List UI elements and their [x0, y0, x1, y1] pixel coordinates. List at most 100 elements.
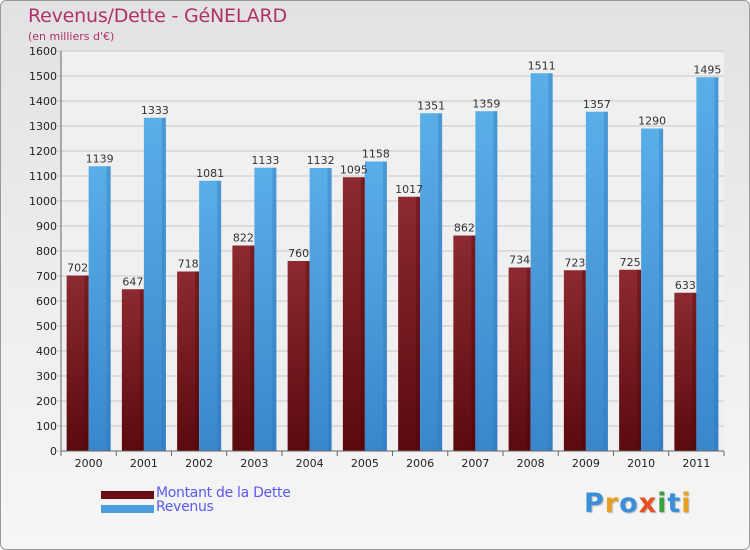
data-label-debt: 702	[67, 262, 88, 275]
bar-debt	[398, 196, 421, 451]
logo-letter: P	[584, 488, 605, 519]
data-label-debt: 725	[620, 256, 641, 269]
y-tick-label: 400	[36, 345, 57, 358]
legend-swatch-revenue	[101, 505, 154, 513]
y-tick-label: 1600	[29, 45, 57, 58]
bar-revenue	[309, 168, 332, 451]
x-tick-label: 2011	[682, 457, 710, 470]
y-tick-label: 1200	[29, 145, 57, 158]
bar-revenue	[530, 73, 553, 451]
chart-title: Revenus/Dette - GéNELARD	[28, 5, 287, 27]
bar-debt	[453, 235, 476, 451]
data-label-debt: 633	[675, 279, 696, 292]
data-label-debt: 760	[288, 247, 309, 260]
axes: 0 100 200 300 400 500 600 700 800 900 1000 1100 1200…	[29, 45, 725, 470]
data-label-debt: 647	[122, 275, 143, 288]
bar-revenue	[143, 117, 166, 451]
y-tick-label: 300	[36, 370, 57, 383]
bar-debt	[232, 245, 255, 451]
bar-shade	[493, 111, 498, 451]
x-tick-label: 2007	[461, 457, 489, 470]
data-label-revenue: 1351	[417, 99, 445, 112]
data-label-debt: 1095	[340, 163, 368, 176]
bar-revenue	[696, 77, 719, 451]
logo-letter: o	[619, 488, 639, 519]
data-label-revenue: 1359	[472, 97, 500, 110]
data-label-revenue: 1511	[528, 59, 556, 72]
x-tick-label: 2000	[75, 457, 103, 470]
y-tick-label: 1300	[29, 120, 57, 133]
bar-shade	[360, 177, 365, 451]
logo-letter: i	[681, 488, 692, 519]
bar-debt	[563, 270, 586, 451]
bar-debt	[287, 261, 310, 451]
bar-shade	[659, 128, 664, 451]
bar-shade	[139, 289, 144, 451]
data-label-debt: 862	[454, 222, 475, 235]
y-tick-label: 1000	[29, 195, 57, 208]
bar-revenue	[199, 180, 222, 451]
proxiti-logo: Proxiti	[584, 488, 692, 519]
x-tick-label: 2003	[240, 457, 268, 470]
y-tick-label: 500	[36, 320, 57, 333]
data-label-debt: 723	[564, 256, 585, 269]
bar-shade	[217, 180, 222, 451]
chart-subtitle: (en milliers d'€)	[28, 30, 115, 43]
bar-shade	[272, 167, 277, 451]
bar-shade	[84, 275, 89, 451]
bar-revenue	[475, 111, 498, 451]
bar-revenue	[420, 113, 443, 451]
bar-shade	[106, 166, 111, 451]
data-label-revenue: 1158	[362, 148, 390, 161]
bar-revenue	[254, 167, 277, 451]
y-tick-label: 700	[36, 270, 57, 283]
legend-label-debt: Montant de la Dette	[156, 485, 291, 501]
x-tick-label: 2004	[296, 457, 324, 470]
data-label-debt: 718	[178, 258, 199, 271]
bar-shade	[195, 271, 200, 451]
bar-shade	[327, 168, 332, 451]
data-labels: 702 1139 647 1333 718 1081 822 1133 760 1132 1095 1…	[67, 59, 721, 292]
bar-shade	[438, 113, 443, 451]
bar-debt	[674, 292, 697, 451]
bar-revenue	[88, 166, 111, 451]
bar-debt	[66, 275, 89, 451]
data-label-debt: 734	[509, 254, 530, 267]
y-tick-label: 1400	[29, 95, 57, 108]
data-label-revenue: 1290	[638, 115, 666, 128]
data-label-revenue: 1357	[583, 98, 611, 111]
bar-shade	[603, 111, 608, 451]
bar-debt	[619, 269, 642, 451]
data-label-debt: 1017	[395, 183, 423, 196]
x-tick-label: 2010	[627, 457, 655, 470]
logo-letter: r	[604, 488, 620, 519]
bar-shade	[305, 261, 310, 451]
bar-shade	[581, 270, 586, 451]
y-tick-label: 1500	[29, 70, 57, 83]
data-label-revenue: 1495	[693, 63, 721, 76]
x-tick-label: 2001	[130, 457, 158, 470]
y-tick-label: 0	[50, 445, 57, 458]
data-label-revenue: 1133	[251, 154, 279, 167]
bar-debt	[342, 177, 365, 451]
y-tick-label: 200	[36, 395, 57, 408]
bar-debt	[508, 267, 531, 451]
bar-revenue	[585, 111, 608, 451]
data-label-debt: 822	[233, 232, 254, 245]
data-label-revenue: 1139	[86, 152, 114, 165]
data-label-revenue: 1333	[141, 104, 169, 117]
bar-debt	[121, 289, 144, 451]
x-tick-label: 2005	[351, 457, 379, 470]
legend-swatch-debt	[101, 491, 154, 499]
y-tick-label: 100	[36, 420, 57, 433]
bar-shade	[382, 161, 387, 451]
x-tick-label: 2009	[572, 457, 600, 470]
y-tick-label: 1100	[29, 170, 57, 183]
bar-shade	[548, 73, 553, 451]
bar-shade	[161, 117, 166, 451]
grid-lines	[57, 50, 724, 452]
data-label-revenue: 1132	[307, 154, 335, 167]
logo-letter: x	[638, 488, 658, 519]
y-tick-label: 600	[36, 295, 57, 308]
